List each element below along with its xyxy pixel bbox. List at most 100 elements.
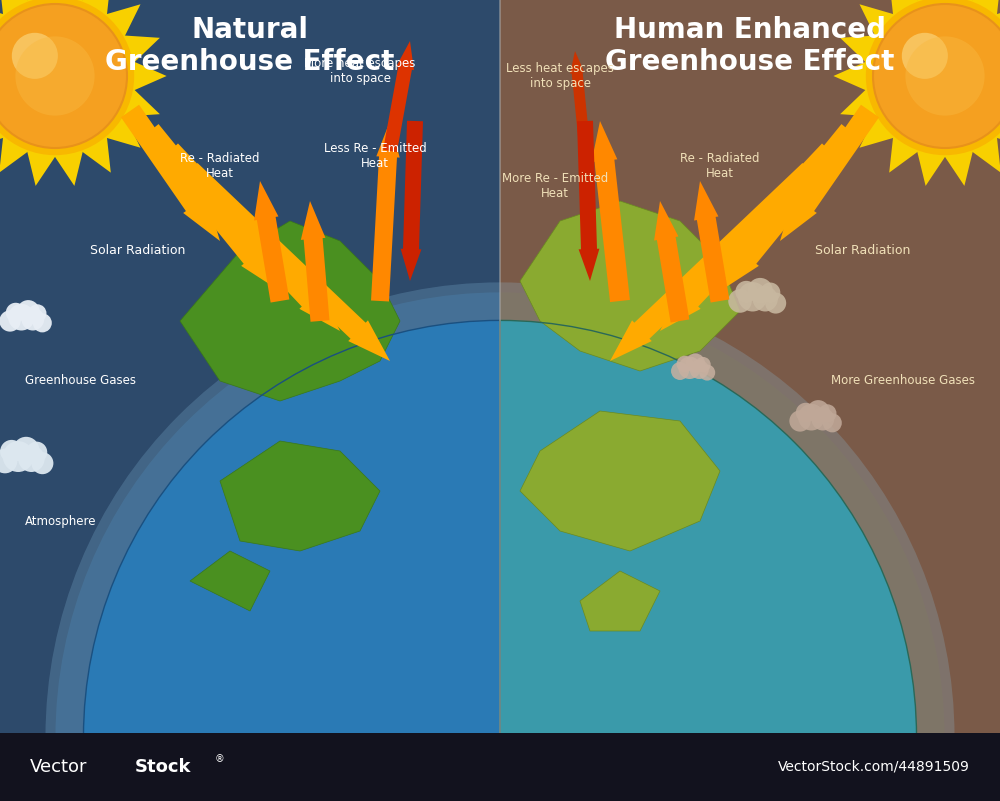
Polygon shape [53,147,84,186]
Circle shape [26,441,47,463]
Polygon shape [833,60,869,92]
Circle shape [798,404,825,430]
Polygon shape [889,134,921,173]
Wedge shape [83,320,500,801]
Bar [0,733,1000,801]
Polygon shape [26,147,57,186]
Circle shape [15,36,95,115]
Polygon shape [0,112,7,147]
Circle shape [686,353,705,372]
Text: Solar Radiation: Solar Radiation [815,244,910,257]
Polygon shape [969,134,1000,173]
Circle shape [873,4,1000,148]
Polygon shape [993,112,1000,147]
Polygon shape [916,0,947,4]
Polygon shape [0,4,7,39]
Circle shape [0,0,134,155]
Polygon shape [79,0,111,18]
Circle shape [695,357,711,372]
Text: VectorStock.com/44891509: VectorStock.com/44891509 [778,760,970,774]
Circle shape [796,403,816,422]
Circle shape [0,440,23,463]
Polygon shape [401,121,423,281]
Circle shape [0,310,21,332]
Circle shape [748,278,773,303]
Polygon shape [591,121,630,302]
Polygon shape [860,4,897,39]
Text: ®: ® [215,754,225,764]
Text: Less heat escapes
into space: Less heat escapes into space [506,62,614,90]
Text: More Greenhouse Gases: More Greenhouse Gases [831,375,975,388]
Text: Solar Radiation: Solar Radiation [90,244,185,257]
Polygon shape [570,51,590,151]
Circle shape [6,303,26,323]
Circle shape [0,449,17,473]
Circle shape [678,356,701,379]
Circle shape [760,283,780,303]
Circle shape [735,281,757,303]
Circle shape [811,408,834,430]
Text: Human Enhanced
Greenhouse Effect: Human Enhanced Greenhouse Effect [605,16,895,76]
Circle shape [728,289,752,312]
Polygon shape [0,0,31,18]
Polygon shape [694,181,729,303]
Text: Re - Radiated
Heat: Re - Radiated Heat [180,152,260,180]
Polygon shape [383,41,414,152]
Polygon shape [0,134,31,173]
Polygon shape [969,0,1000,18]
Polygon shape [121,35,160,65]
Polygon shape [520,201,740,371]
Text: Re - Radiated
Heat: Re - Radiated Heat [680,152,760,180]
Polygon shape [180,221,400,401]
Polygon shape [660,143,838,331]
Wedge shape [55,292,500,801]
Circle shape [905,36,985,115]
Circle shape [789,410,811,432]
Polygon shape [993,4,1000,39]
Polygon shape [121,105,220,241]
Polygon shape [26,0,57,4]
Polygon shape [520,411,720,551]
Polygon shape [916,147,947,186]
Polygon shape [162,143,340,331]
Polygon shape [860,112,897,147]
Circle shape [13,437,39,463]
Text: Greenhouse Gases: Greenhouse Gases [25,375,136,388]
Text: Less Re - Emitted
Heat: Less Re - Emitted Heat [324,142,426,170]
Polygon shape [943,147,974,186]
Polygon shape [141,124,280,291]
Polygon shape [610,163,818,361]
Circle shape [21,308,44,331]
Circle shape [671,362,689,380]
Circle shape [45,283,955,801]
Polygon shape [720,124,859,291]
Circle shape [866,0,1000,155]
Text: More heat escapes
into space: More heat escapes into space [304,57,416,85]
Circle shape [699,364,715,380]
Polygon shape [577,121,599,281]
Wedge shape [500,292,945,801]
Polygon shape [840,35,879,65]
Polygon shape [301,201,329,322]
Circle shape [818,405,836,422]
Polygon shape [580,571,660,631]
Circle shape [823,413,842,433]
Bar [0,0,500,801]
Polygon shape [254,181,289,303]
Circle shape [17,300,40,323]
Polygon shape [220,441,380,551]
Polygon shape [131,60,167,92]
Polygon shape [780,105,879,241]
Circle shape [18,445,45,472]
Circle shape [0,4,127,148]
Circle shape [33,313,52,332]
Polygon shape [103,4,140,39]
Polygon shape [190,551,270,611]
Circle shape [690,360,709,379]
Circle shape [676,356,693,372]
Circle shape [31,453,53,474]
Polygon shape [79,134,111,173]
Circle shape [807,400,830,423]
Circle shape [765,292,786,314]
Bar [500,0,1000,801]
